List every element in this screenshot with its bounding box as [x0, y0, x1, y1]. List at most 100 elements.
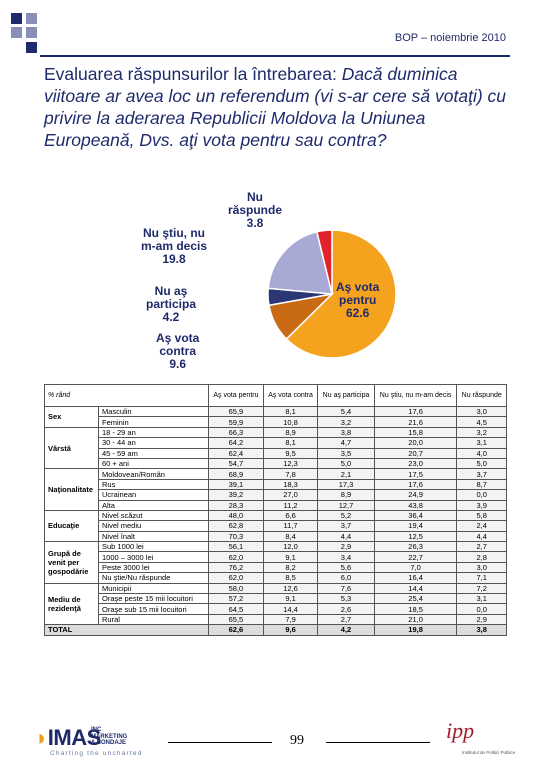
- table-cell: 2,8: [456, 551, 507, 563]
- page-title: Evaluarea răspunsurilor la întrebarea: D…: [44, 63, 514, 151]
- table-cell: 5,8: [456, 509, 507, 522]
- header-bar: [40, 27, 510, 57]
- row-group-label: Educaţie: [44, 509, 99, 543]
- table-cell: 12,7: [317, 499, 375, 511]
- table-cell: 0,0: [456, 603, 507, 615]
- table-total-row: TOTAL 62,6 9,6 4,2 19,8 3,8: [44, 624, 507, 636]
- pie-chart-svg: [267, 229, 397, 359]
- table-cell: 8,7: [456, 478, 507, 491]
- row-label: Feminin: [98, 416, 209, 428]
- table-row: 60 + ani 54,7 12,3 5,0 23,0 5,0: [45, 457, 507, 470]
- row-label: Rural: [98, 613, 209, 626]
- table-cell: 20,0: [373, 437, 458, 449]
- table-row: Mediu de rezidenţă Municipii 58,0 12,6 7,6 14…: [44, 582, 507, 626]
- table-row: Feminin 59,9 10,8 3,2 21,6 4,5: [45, 416, 507, 428]
- table-cell: 70,3: [208, 530, 264, 543]
- table-cell: 14,4: [262, 603, 319, 615]
- table-cell: 12,0: [262, 541, 319, 553]
- imas-logo-sub-line: & SONDAJE: [91, 740, 127, 746]
- table-row: Grupă de venit per gospodărie Sub 1000 le…: [44, 541, 507, 584]
- table-cell: 5,4: [317, 405, 375, 418]
- header-square: [26, 42, 37, 53]
- table-cell: 9,1: [262, 551, 319, 563]
- total-label: TOTAL: [44, 624, 209, 636]
- table-row: Educaţie Nivel scăzut 48,0 6,6 5,2 36,4 5,8: [44, 509, 507, 543]
- row-label: Nivel scăzut: [98, 509, 209, 522]
- imas-logo-sub-line: INC: [91, 727, 102, 733]
- row-label: Nu ştie/Nu răspunde: [98, 572, 209, 584]
- table-cell: 3,7: [317, 520, 375, 532]
- table-cell: 11,7: [262, 520, 319, 532]
- imas-logo: ◗IMAS: [35, 725, 101, 751]
- header-square: [11, 27, 22, 38]
- imas-tagline: Charting the uncharted: [50, 750, 143, 757]
- results-table: % rând Aş vota pentru Aş vota contra Nu …: [44, 384, 507, 636]
- slice-label-line: contra: [159, 344, 197, 358]
- table-cell: 4,4: [456, 530, 507, 543]
- table-cell: 25,4: [373, 593, 458, 605]
- footer-divider: [326, 742, 430, 743]
- table-cell: 2,1: [317, 468, 375, 480]
- table-corner: % rând: [44, 384, 209, 407]
- table-cell: 3,5: [317, 447, 375, 459]
- table-cell: 8,1: [262, 405, 319, 418]
- table-cell: 39,1: [208, 478, 264, 491]
- table-cell: 2,7: [317, 613, 375, 626]
- table-cell: 56,1: [208, 541, 264, 553]
- table-cell: 4,4: [317, 530, 375, 543]
- row-label: Oraşe peste 15 mii locuitori: [98, 593, 209, 605]
- slice-label-line: Nu ştiu, nu: [143, 226, 206, 240]
- table-cell: 3,0: [456, 405, 507, 418]
- table-cell: 8,9: [317, 489, 375, 501]
- table-cell: 4,5: [456, 416, 507, 428]
- table-cell: 48,0: [208, 509, 264, 522]
- table-cell: 36,4: [373, 509, 458, 522]
- column-header: Nu răspunde: [456, 384, 507, 407]
- column-header: Nu ştiu, nu m-am decis: [373, 384, 458, 407]
- table-cell: 21,0: [373, 613, 458, 626]
- table-cell: 43,8: [373, 499, 458, 511]
- table-cell: 62,8: [208, 520, 264, 532]
- slice-label-line: participa: [146, 297, 197, 311]
- imas-logo-sub-line: MARKETING: [91, 733, 128, 740]
- table-row: 30 - 44 an 64,2 8,1 4,7 20,0 3,1: [45, 437, 507, 449]
- table-cell: 3,9: [456, 499, 507, 511]
- table-cell: 7,0: [373, 561, 458, 574]
- title-question: Dacă duminica viitoare ar avea loc un re…: [44, 64, 506, 150]
- total-cell: 19,8: [373, 624, 458, 636]
- table-cell: 2,9: [456, 613, 507, 626]
- table-row: Naţionalitate Moldovean/Român 68,9 7,8 2,1 17…: [44, 468, 507, 511]
- table-cell: 16,4: [373, 572, 458, 584]
- table-cell: 22,7: [373, 551, 458, 563]
- table-row: Rus 39,1 18,3 17,3 17,6 8,7: [45, 478, 507, 491]
- row-label: 30 - 44 an: [98, 437, 209, 449]
- table-cell: 14,4: [373, 582, 458, 595]
- table-cell: 58,0: [208, 582, 264, 595]
- table-cell: 4,7: [317, 437, 375, 449]
- slice-undecided: [267, 230, 333, 295]
- table-cell: 11,2: [262, 499, 319, 511]
- table-cell: 28,3: [208, 499, 264, 511]
- table-cell: 7,2: [456, 582, 507, 595]
- table-row: 1000 – 3000 lei 62,0 9,1 3,4 22,7 2,8: [45, 551, 507, 563]
- table-cell: 3,1: [456, 593, 507, 605]
- table-cell: 3,1: [456, 437, 507, 449]
- table-row: 45 - 59 am 62,4 9,5 3,5 20,7 4,0: [45, 447, 507, 459]
- table-cell: 5,0: [317, 457, 375, 470]
- slice-label-undecided: Nu ştiu, nu m-am decis 19.8: [141, 227, 207, 266]
- table-cell: 39,2: [208, 489, 264, 501]
- table-cell: 57,2: [208, 593, 264, 605]
- slice-value: 19.8: [162, 252, 186, 266]
- table-header-row: % rând Aş vota pentru Aş vota contra Nu …: [44, 384, 507, 407]
- table-cell: 12,3: [262, 457, 319, 470]
- table-cell: 26,3: [373, 541, 458, 553]
- table-cell: 3,2: [317, 416, 375, 428]
- table-row: Sex Masculin 65,9 8,1 5,4 17,6 3,0: [44, 405, 507, 428]
- slice-label-line: Nu aş: [154, 284, 188, 298]
- table-cell: 8,9: [262, 426, 319, 439]
- table-cell: 2,7: [456, 541, 507, 553]
- row-label: 60 + ani: [98, 457, 209, 470]
- slice-no-answer: [315, 229, 333, 295]
- slice-value: 4.2: [162, 310, 180, 324]
- table-cell: 18,3: [262, 478, 319, 491]
